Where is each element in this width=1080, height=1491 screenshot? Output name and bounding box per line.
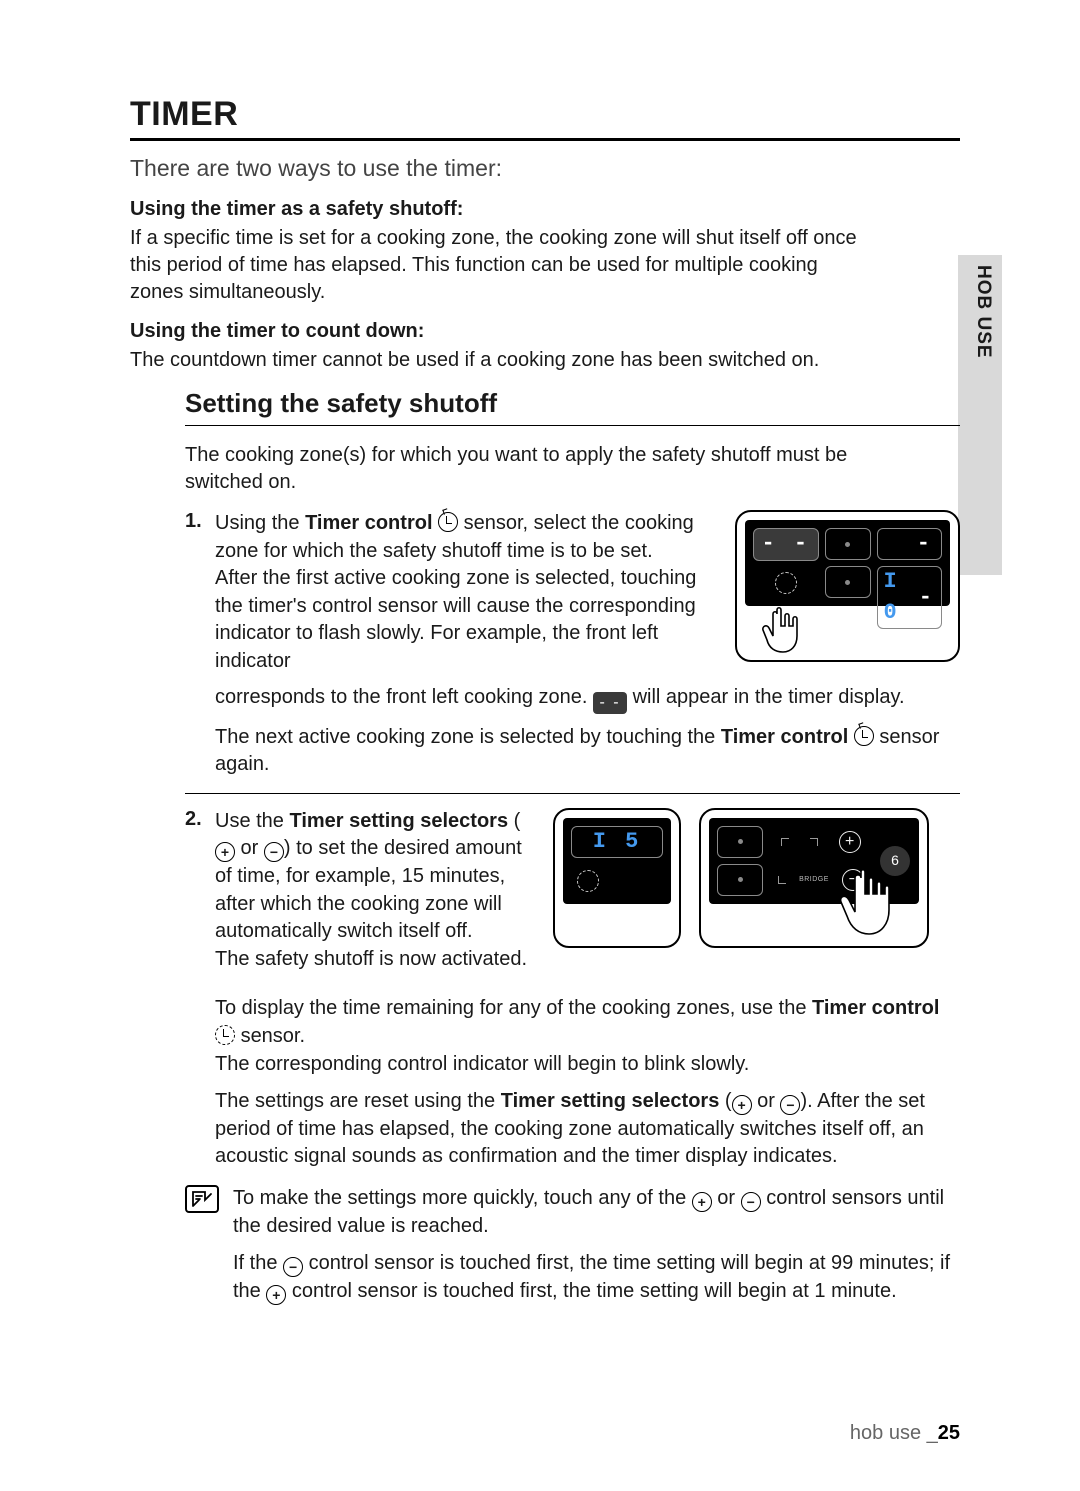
divider — [185, 793, 960, 794]
step-2-number: 2. — [185, 808, 215, 1171]
page-number: 25 — [938, 1422, 960, 1444]
step-1-p2: After the first active cooking zone is s… — [215, 565, 717, 675]
step-2-body: Use the Timer setting selectors (+ or −)… — [215, 808, 960, 1171]
fig1-timer-display: - - — [761, 529, 810, 559]
clock-icon — [854, 726, 874, 746]
clock-icon — [438, 512, 458, 532]
figure-2b: + BRIDGE − 6 — [699, 808, 929, 948]
dash-display-icon: - - — [593, 692, 627, 714]
minus-icon: − — [780, 1095, 800, 1115]
note-icon — [185, 1185, 219, 1213]
step-1-p4: The next active cooking zone is selected… — [215, 724, 960, 779]
minus-icon: − — [741, 1192, 761, 1212]
fig2a-clock-icon — [577, 870, 599, 892]
minus-icon: − — [264, 842, 284, 862]
note-p2: If the − control sensor is touched first… — [233, 1250, 960, 1305]
plus-icon: + — [215, 842, 235, 862]
step-1-p1: Using the Timer control sensor, select t… — [215, 510, 717, 565]
safety-shutoff-heading: Using the timer as a safety shutoff: — [130, 198, 960, 221]
page-title: TIMER — [130, 95, 960, 141]
step-2: 2. Use the Timer setting selectors (+ or… — [185, 808, 960, 1171]
after-p1: To display the time remaining for any of… — [215, 995, 960, 1050]
step-1-body: Using the Timer control sensor, select t… — [215, 510, 960, 779]
plus-icon: + — [732, 1095, 752, 1115]
fig2b-hand-icon — [837, 868, 897, 940]
plus-icon: + — [692, 1192, 712, 1212]
minus-icon: − — [283, 1257, 303, 1277]
countdown-body: The countdown timer cannot be used if a … — [130, 347, 870, 374]
page: TIMER There are two ways to use the time… — [0, 0, 1080, 1365]
step-1: 1. Using the Timer control sensor, selec… — [185, 510, 960, 779]
fig2b-plus-button: + — [839, 831, 861, 853]
page-footer: hob use _25 — [850, 1422, 960, 1445]
plus-icon: + — [266, 1285, 286, 1305]
step-1-p3: corresponds to the front left cooking zo… — [215, 684, 960, 714]
fig2a-timer-display: I 5 — [593, 827, 642, 857]
subsection-intro: The cooking zone(s) for which you want t… — [185, 442, 925, 496]
note-p1: To make the settings more quickly, touch… — [233, 1185, 960, 1240]
step-2-p1: Use the Timer setting selectors (+ or −)… — [215, 808, 535, 946]
step-1-number: 1. — [185, 510, 215, 779]
note-block: To make the settings more quickly, touch… — [185, 1185, 960, 1305]
after-p3: The settings are reset using the Timer s… — [215, 1088, 960, 1171]
countdown-heading: Using the timer to count down: — [130, 320, 960, 343]
fig1-clock-icon — [775, 572, 797, 594]
subsection-heading: Setting the safety shutoff — [185, 388, 960, 426]
after-p2: The corresponding control indicator will… — [215, 1051, 960, 1079]
figure-1: - - - I 0 — [735, 510, 960, 662]
safety-shutoff-body: If a specific time is set for a cooking … — [130, 225, 870, 306]
step-2-p2: The safety shutoff is now activated. — [215, 946, 535, 974]
figure-2a: I 5 — [553, 808, 681, 948]
clock-dashed-icon — [215, 1025, 235, 1045]
intro-text: There are two ways to use the timer: — [130, 155, 960, 182]
